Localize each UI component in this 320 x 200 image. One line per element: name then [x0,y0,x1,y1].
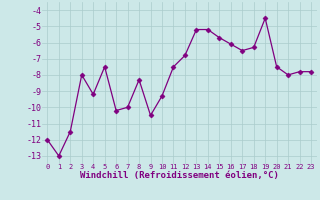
X-axis label: Windchill (Refroidissement éolien,°C): Windchill (Refroidissement éolien,°C) [80,171,279,180]
